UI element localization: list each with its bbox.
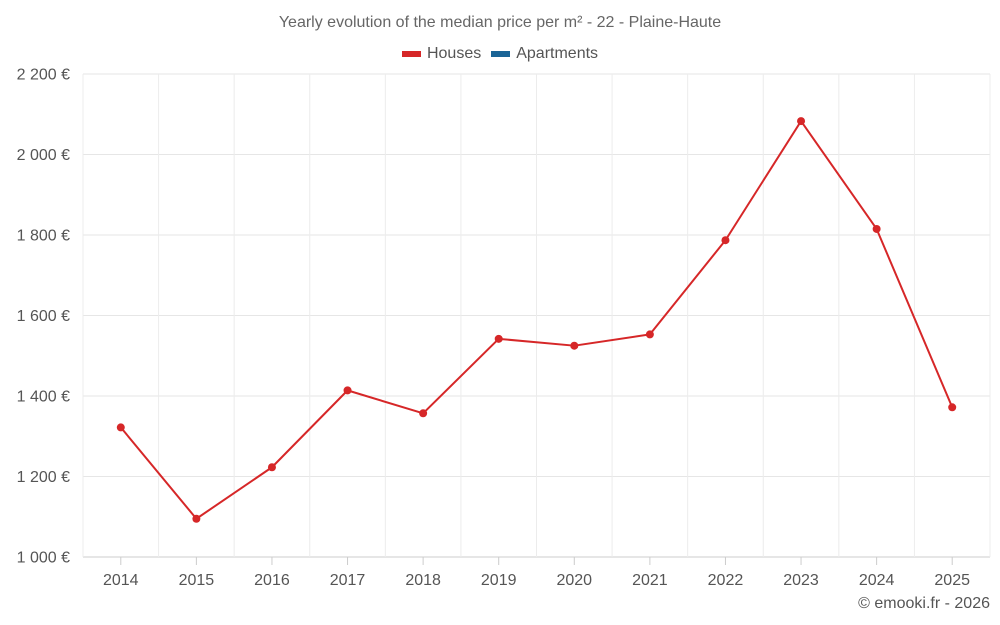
legend-label-apartments: Apartments: [516, 45, 599, 62]
y-tick-label: 2 000 €: [17, 147, 70, 164]
x-tick-label: 2021: [632, 572, 668, 589]
x-tick-label: 2023: [783, 572, 819, 589]
data-point-houses: [419, 409, 428, 418]
chart-title: Yearly evolution of the median price per…: [278, 14, 722, 31]
x-tick-label: 2020: [556, 572, 592, 589]
series-line-houses: [120, 120, 954, 520]
x-tick-label: 2018: [405, 572, 441, 589]
data-point-houses: [343, 386, 352, 395]
data-point-houses: [192, 514, 201, 523]
credit-text: © emooki.fr - 2026: [858, 595, 990, 612]
data-point-houses: [797, 117, 806, 126]
data-point-houses: [872, 224, 881, 233]
y-tick-label: 1 400 €: [17, 389, 70, 406]
data-point-houses: [948, 403, 957, 412]
data-point-houses: [267, 463, 276, 472]
x-tick-label: 2022: [708, 572, 744, 589]
x-tick-label: 2019: [481, 572, 517, 589]
data-point-houses: [494, 334, 503, 343]
y-tick-label: 1 800 €: [17, 228, 70, 245]
legend-swatch-apartments: [491, 51, 511, 57]
data-point-houses: [570, 341, 579, 350]
data-point-houses: [721, 236, 730, 245]
x-tick-label: 2017: [330, 572, 366, 589]
x-tick-label: 2024: [859, 572, 895, 589]
y-tick-label: 1 000 €: [17, 550, 70, 567]
legend-item-houses[interactable]: Houses: [401, 45, 482, 63]
x-tick-label: 2015: [179, 572, 215, 589]
x-tick-label: 2014: [103, 572, 139, 589]
legend-swatch-houses: [401, 51, 421, 57]
legend-item-apartments[interactable]: Apartments: [491, 45, 598, 63]
x-tick-label: 2025: [934, 572, 970, 589]
data-point-houses: [645, 330, 654, 339]
x-tick-label: 2016: [254, 572, 290, 589]
chart-legend: Houses Apartments: [0, 45, 1000, 63]
legend-label-houses: Houses: [426, 45, 482, 62]
y-tick-label: 1 200 €: [17, 469, 70, 486]
y-tick-label: 2 200 €: [17, 67, 70, 84]
data-point-houses: [116, 423, 125, 432]
y-tick-label: 1 600 €: [17, 308, 70, 325]
